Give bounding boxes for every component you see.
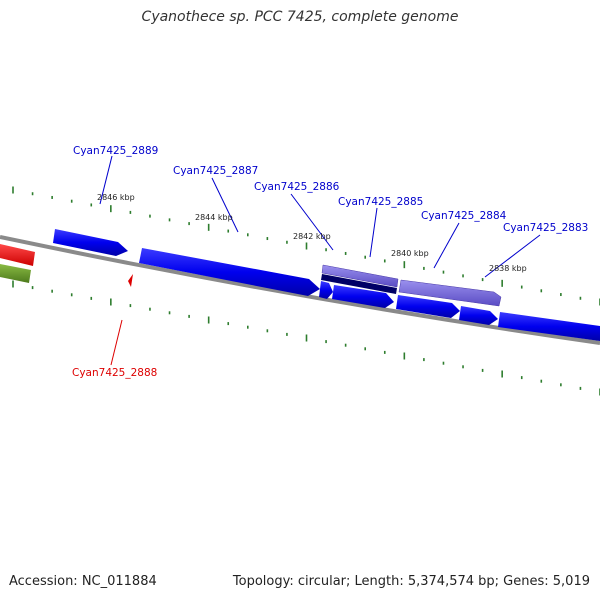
leader-line-2884: [433, 222, 460, 269]
gene-label-cyan7425-2886[interactable]: Cyan7425_2886: [254, 181, 340, 193]
leader-lines: [99, 155, 541, 278]
gene-label-cyan7425-2887[interactable]: Cyan7425_2887: [173, 165, 258, 177]
gene-label-cyan7425-2889[interactable]: Cyan7425_2889: [73, 145, 158, 157]
scale-label-2838: 2838 kbp: [489, 264, 527, 273]
scale-label-2846: 2846 kbp: [97, 193, 135, 202]
feature-selected-2886[interactable]: [321, 264, 399, 288]
accession-text: Accession: NC_011884: [9, 574, 157, 589]
feature-selected-2885[interactable]: [398, 279, 502, 307]
leader-line-2888: [110, 319, 123, 366]
leader-line-2887: [211, 177, 239, 233]
gene-label-cyan7425-2883[interactable]: Cyan7425_2883: [503, 222, 588, 234]
map-title: Cyanothece sp. PCC 7425, complete genome: [141, 9, 459, 25]
gene-label-cyan7425-2884[interactable]: Cyan7425_2884: [421, 210, 507, 222]
gene-cyan7425-2885[interactable]: [396, 295, 460, 318]
scale-label-2842: 2842 kbp: [293, 232, 331, 241]
feature-selected-2886-dark[interactable]: [321, 274, 397, 294]
gene-cyan7425-2887[interactable]: [139, 248, 320, 296]
leader-line-2886: [290, 193, 334, 251]
gene-cyan7425-2883[interactable]: [498, 312, 600, 341]
gene-reverse-green[interactable]: [0, 264, 31, 283]
gene-label-cyan7425-2885[interactable]: Cyan7425_2885: [338, 196, 423, 208]
genome-backbone: [0, 235, 600, 345]
gene-label-cyan7425-2888[interactable]: Cyan7425_2888: [72, 367, 157, 379]
inner-tick-ring: [12, 280, 600, 396]
outer-tick-ring: [12, 186, 600, 306]
gene-cyan7425-2889[interactable]: [53, 229, 128, 256]
gene-cyan7425-2884[interactable]: [459, 306, 498, 325]
scale-label-2844: 2844 kbp: [195, 213, 233, 222]
gene-cyan7425-2886-a[interactable]: [319, 281, 333, 299]
gene-cyan7425-2888-marker[interactable]: [128, 274, 133, 287]
genome-summary-text: Topology: circular; Length: 5,374,574 bp…: [232, 574, 590, 589]
leader-line-2889: [99, 155, 113, 205]
leader-line-2883: [484, 234, 541, 278]
gene-reverse-red[interactable]: [0, 244, 35, 266]
leader-line-2885: [369, 207, 378, 258]
scale-label-2840: 2840 kbp: [391, 249, 429, 258]
gene-cyan7425-2886-b[interactable]: [332, 285, 394, 308]
